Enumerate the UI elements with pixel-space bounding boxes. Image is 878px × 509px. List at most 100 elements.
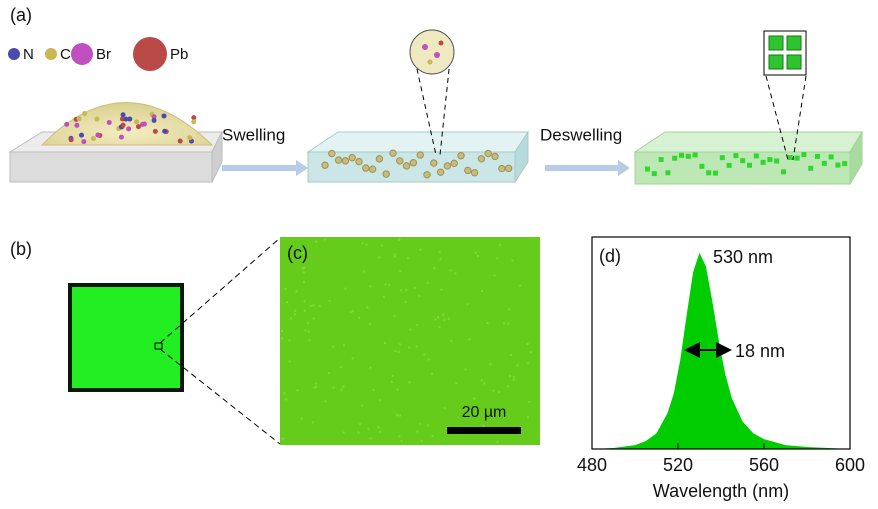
- speck: [396, 414, 398, 416]
- particle: [121, 123, 126, 128]
- speck: [324, 238, 326, 240]
- speck: [352, 357, 354, 359]
- speck: [282, 437, 284, 439]
- speck: [466, 303, 468, 305]
- particle: [136, 124, 141, 129]
- particle: [369, 166, 375, 172]
- particle: [505, 165, 511, 171]
- speck: [378, 256, 380, 258]
- speck: [303, 281, 305, 283]
- speck: [399, 270, 401, 272]
- crystal: [781, 169, 786, 174]
- speck: [496, 441, 498, 443]
- crystal: [795, 156, 800, 161]
- speck: [468, 338, 470, 340]
- speck: [394, 255, 396, 257]
- panel-label: (b): [10, 239, 32, 259]
- substrate-3: [635, 132, 862, 184]
- speck: [324, 400, 326, 402]
- speck: [332, 345, 334, 347]
- legend-text: N: [23, 46, 34, 63]
- particle: [485, 150, 491, 156]
- speck: [284, 288, 286, 290]
- speck: [369, 323, 371, 325]
- crystal: [672, 156, 677, 161]
- particle: [403, 163, 409, 169]
- crystal: [801, 152, 806, 157]
- particle: [95, 132, 100, 137]
- speck: [340, 389, 342, 391]
- particle: [82, 111, 87, 116]
- speck: [492, 389, 494, 391]
- speck: [315, 385, 317, 387]
- speck: [307, 330, 309, 332]
- speck: [400, 440, 402, 442]
- speck: [384, 342, 386, 344]
- particle: [81, 139, 86, 144]
- speck: [481, 290, 483, 292]
- speck: [393, 315, 395, 317]
- particle: [77, 116, 82, 121]
- speck: [527, 362, 529, 364]
- speck: [310, 305, 312, 307]
- speck: [286, 301, 288, 303]
- speck: [450, 340, 452, 342]
- crystal: [822, 161, 827, 166]
- particle: [134, 119, 139, 124]
- particle: [153, 129, 158, 134]
- speck: [519, 284, 521, 286]
- particle: [356, 158, 362, 164]
- crystal: [761, 160, 766, 165]
- particle: [123, 117, 128, 122]
- speck: [508, 308, 510, 310]
- x-tick-label: 480: [577, 455, 607, 475]
- speck: [398, 239, 400, 241]
- speck: [475, 251, 477, 253]
- speck: [423, 353, 425, 355]
- speck: [404, 301, 406, 303]
- particle: [142, 122, 147, 127]
- figure: (a) N C Br Pb Swelling Deswelling (b): [0, 0, 878, 504]
- speck: [427, 358, 429, 360]
- particle: [107, 120, 112, 125]
- fwhm-annotation: 18 nm: [735, 341, 785, 361]
- particle: [187, 135, 192, 140]
- speck: [482, 424, 484, 426]
- speck: [307, 322, 309, 324]
- speck: [372, 389, 374, 391]
- crystal: [829, 154, 834, 159]
- atom-pb: [133, 37, 167, 71]
- x-axis-label: Wavelength (nm): [653, 481, 789, 501]
- crystal: [754, 153, 759, 158]
- speck: [312, 421, 314, 423]
- speck: [419, 423, 421, 425]
- crystal: [713, 171, 718, 176]
- speck: [437, 316, 439, 318]
- speck: [405, 289, 407, 291]
- particle: [64, 122, 69, 127]
- speck: [455, 382, 457, 384]
- speck: [419, 249, 421, 251]
- particle: [94, 117, 99, 122]
- particle: [152, 118, 157, 123]
- speck: [398, 351, 400, 353]
- speck: [285, 398, 287, 400]
- speck: [516, 364, 518, 366]
- step-label: Swelling: [222, 125, 285, 144]
- speck: [315, 382, 317, 384]
- speck: [308, 339, 310, 341]
- speck: [302, 267, 304, 269]
- particle: [349, 155, 355, 161]
- speck: [448, 318, 450, 320]
- speck: [418, 295, 420, 297]
- particle: [69, 137, 74, 142]
- speck: [489, 363, 491, 365]
- speck: [507, 385, 509, 387]
- speck: [342, 385, 344, 387]
- legend-text: Pb: [170, 46, 188, 63]
- particle: [383, 171, 389, 177]
- speck: [400, 289, 402, 291]
- speck: [427, 424, 429, 426]
- speck: [343, 344, 345, 346]
- speck: [394, 253, 396, 255]
